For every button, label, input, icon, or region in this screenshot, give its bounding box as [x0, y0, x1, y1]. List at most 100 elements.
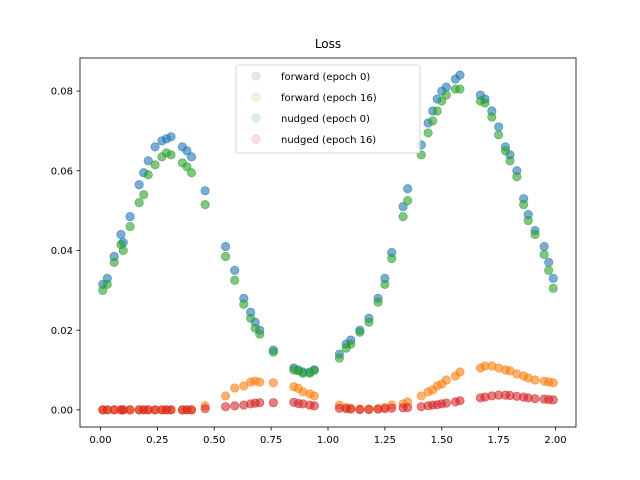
- x-tick-label: 0.25: [146, 435, 168, 446]
- data-point: [373, 297, 383, 307]
- data-point: [387, 253, 397, 264]
- data-point: [355, 404, 365, 415]
- data-point: [346, 339, 356, 349]
- legend-label: nudged (epoch 0): [281, 114, 370, 125]
- data-point: [548, 395, 558, 405]
- chart-title: Loss: [315, 37, 341, 51]
- data-point: [334, 353, 344, 363]
- data-point: [487, 112, 497, 122]
- data-point: [309, 365, 319, 375]
- data-point: [441, 375, 451, 385]
- data-point: [530, 394, 540, 404]
- x-tick-label: 1.75: [488, 435, 510, 446]
- y-tick-label: 0.06: [51, 166, 73, 177]
- data-point: [494, 122, 504, 132]
- data-point: [230, 265, 240, 275]
- data-point: [309, 391, 319, 401]
- legend-label: forward (epoch 16): [281, 93, 377, 104]
- data-point: [500, 146, 511, 156]
- data-point: [268, 378, 278, 388]
- data-point: [494, 130, 504, 140]
- data-point: [423, 128, 433, 138]
- data-point: [432, 106, 442, 116]
- data-point: [548, 273, 558, 283]
- y-tick-label: 0.08: [51, 87, 73, 98]
- data-point: [519, 200, 529, 210]
- data-point: [255, 377, 265, 387]
- x-tick-label: 0.00: [89, 435, 111, 446]
- data-point: [239, 299, 249, 309]
- data-point: [364, 404, 374, 415]
- data-point: [186, 168, 197, 178]
- data-point: [230, 275, 240, 285]
- data-point: [150, 142, 160, 152]
- data-point: [200, 404, 210, 414]
- data-point: [268, 347, 278, 357]
- data-point: [548, 378, 558, 388]
- legend-marker: [251, 113, 261, 123]
- data-point: [539, 241, 549, 252]
- data-point: [125, 221, 135, 232]
- data-point: [125, 212, 135, 222]
- data-point: [380, 279, 390, 289]
- data-point: [221, 402, 231, 412]
- x-tick-label: 1.50: [431, 435, 453, 446]
- data-point: [139, 190, 149, 200]
- data-point: [239, 381, 249, 391]
- data-point: [143, 170, 153, 180]
- data-point: [134, 180, 144, 190]
- data-point: [102, 279, 112, 289]
- data-point: [530, 229, 540, 240]
- data-point: [166, 132, 176, 142]
- legend-label: nudged (epoch 16): [281, 135, 376, 146]
- data-point: [403, 196, 413, 206]
- data-point: [309, 401, 319, 411]
- legend-marker: [251, 71, 261, 81]
- data-point: [200, 186, 210, 196]
- x-tick-label: 0.50: [203, 435, 225, 446]
- y-tick-label: 0.02: [51, 326, 73, 337]
- data-point: [355, 327, 365, 337]
- data-point: [530, 375, 540, 385]
- data-point: [186, 152, 197, 162]
- data-point: [523, 215, 533, 226]
- x-tick-label: 1.25: [374, 435, 396, 446]
- data-point: [544, 257, 554, 268]
- data-point: [109, 257, 119, 268]
- data-point: [221, 251, 231, 262]
- data-point: [480, 98, 490, 108]
- x-tick-label: 0.75: [260, 435, 282, 446]
- data-point: [221, 391, 231, 401]
- data-point: [125, 405, 135, 415]
- data-point: [255, 398, 265, 408]
- data-point: [166, 150, 176, 160]
- data-point: [505, 156, 515, 166]
- data-point: [441, 82, 451, 92]
- legend-marker: [251, 134, 261, 144]
- x-tick-label: 1.00: [317, 435, 339, 446]
- series-3: [98, 390, 558, 415]
- data-point: [539, 249, 549, 260]
- data-point: [364, 317, 374, 327]
- data-point: [118, 245, 128, 256]
- data-point: [186, 405, 197, 415]
- data-point: [230, 401, 240, 411]
- legend-box: [235, 64, 421, 154]
- data-point: [544, 265, 554, 275]
- data-point: [441, 90, 451, 100]
- data-point: [398, 212, 408, 222]
- data-point: [403, 184, 413, 194]
- data-point: [143, 156, 153, 166]
- data-point: [455, 396, 465, 406]
- data-point: [255, 329, 265, 339]
- data-point: [166, 405, 176, 415]
- legend-label: forward (epoch 0): [281, 72, 370, 83]
- y-tick-label: 0.04: [51, 246, 73, 257]
- data-point: [268, 398, 278, 408]
- data-point: [230, 383, 240, 393]
- data-point: [346, 404, 356, 414]
- data-point: [150, 160, 160, 170]
- data-point: [387, 403, 397, 413]
- series-2: [98, 84, 558, 378]
